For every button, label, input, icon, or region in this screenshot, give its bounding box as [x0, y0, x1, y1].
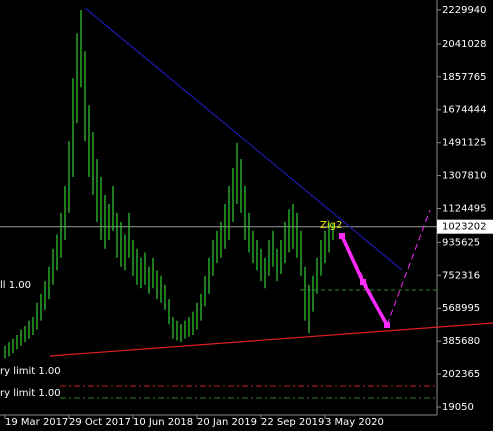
x-tick-label: 29 Oct 2017: [69, 417, 131, 428]
plot-area: [0, 9, 437, 359]
y-tick-label: 202365: [442, 369, 480, 380]
annotation: ry limit 1.00: [0, 388, 61, 399]
y-tick-label: 1124495: [442, 204, 487, 215]
x-tick-label: 10 Jun 2018: [133, 417, 193, 428]
y-tick-label: 568995: [442, 303, 480, 314]
x-tick-label: 19 Mar 2017: [5, 417, 68, 428]
annotation: ry limit 1.00: [0, 366, 61, 377]
y-tick-label: 1857765: [442, 72, 487, 83]
y-tick-label: 1491125: [442, 138, 487, 149]
y-tick-label: 935625: [442, 237, 480, 248]
trend-line-support: [49, 322, 493, 357]
annotation: ll 1.00: [0, 280, 31, 291]
current-price-label: 1023202: [442, 222, 487, 233]
projection-point: [360, 279, 366, 285]
x-tick-label: 3 May 2020: [325, 417, 384, 428]
y-tick-label: 752316: [442, 270, 480, 281]
y-tick-label: 19050: [442, 402, 474, 413]
x-tick-label: 20 Jan 2019: [197, 417, 257, 428]
projection-point: [384, 322, 390, 328]
projection-point: [339, 233, 345, 239]
y-tick-label: 1307810: [442, 171, 487, 182]
y-tick-label: 2229940: [442, 5, 487, 16]
y-tick-label: 385680: [442, 336, 480, 347]
y-tick-label: 2041028: [442, 39, 487, 50]
y-tick-label: 1674444: [442, 105, 487, 116]
current-price-box: [437, 219, 493, 234]
x-tick-label: 22 Sep 2019: [261, 417, 324, 428]
annotation: Zig2: [320, 220, 342, 231]
trend-line-resistance: [84, 7, 403, 271]
